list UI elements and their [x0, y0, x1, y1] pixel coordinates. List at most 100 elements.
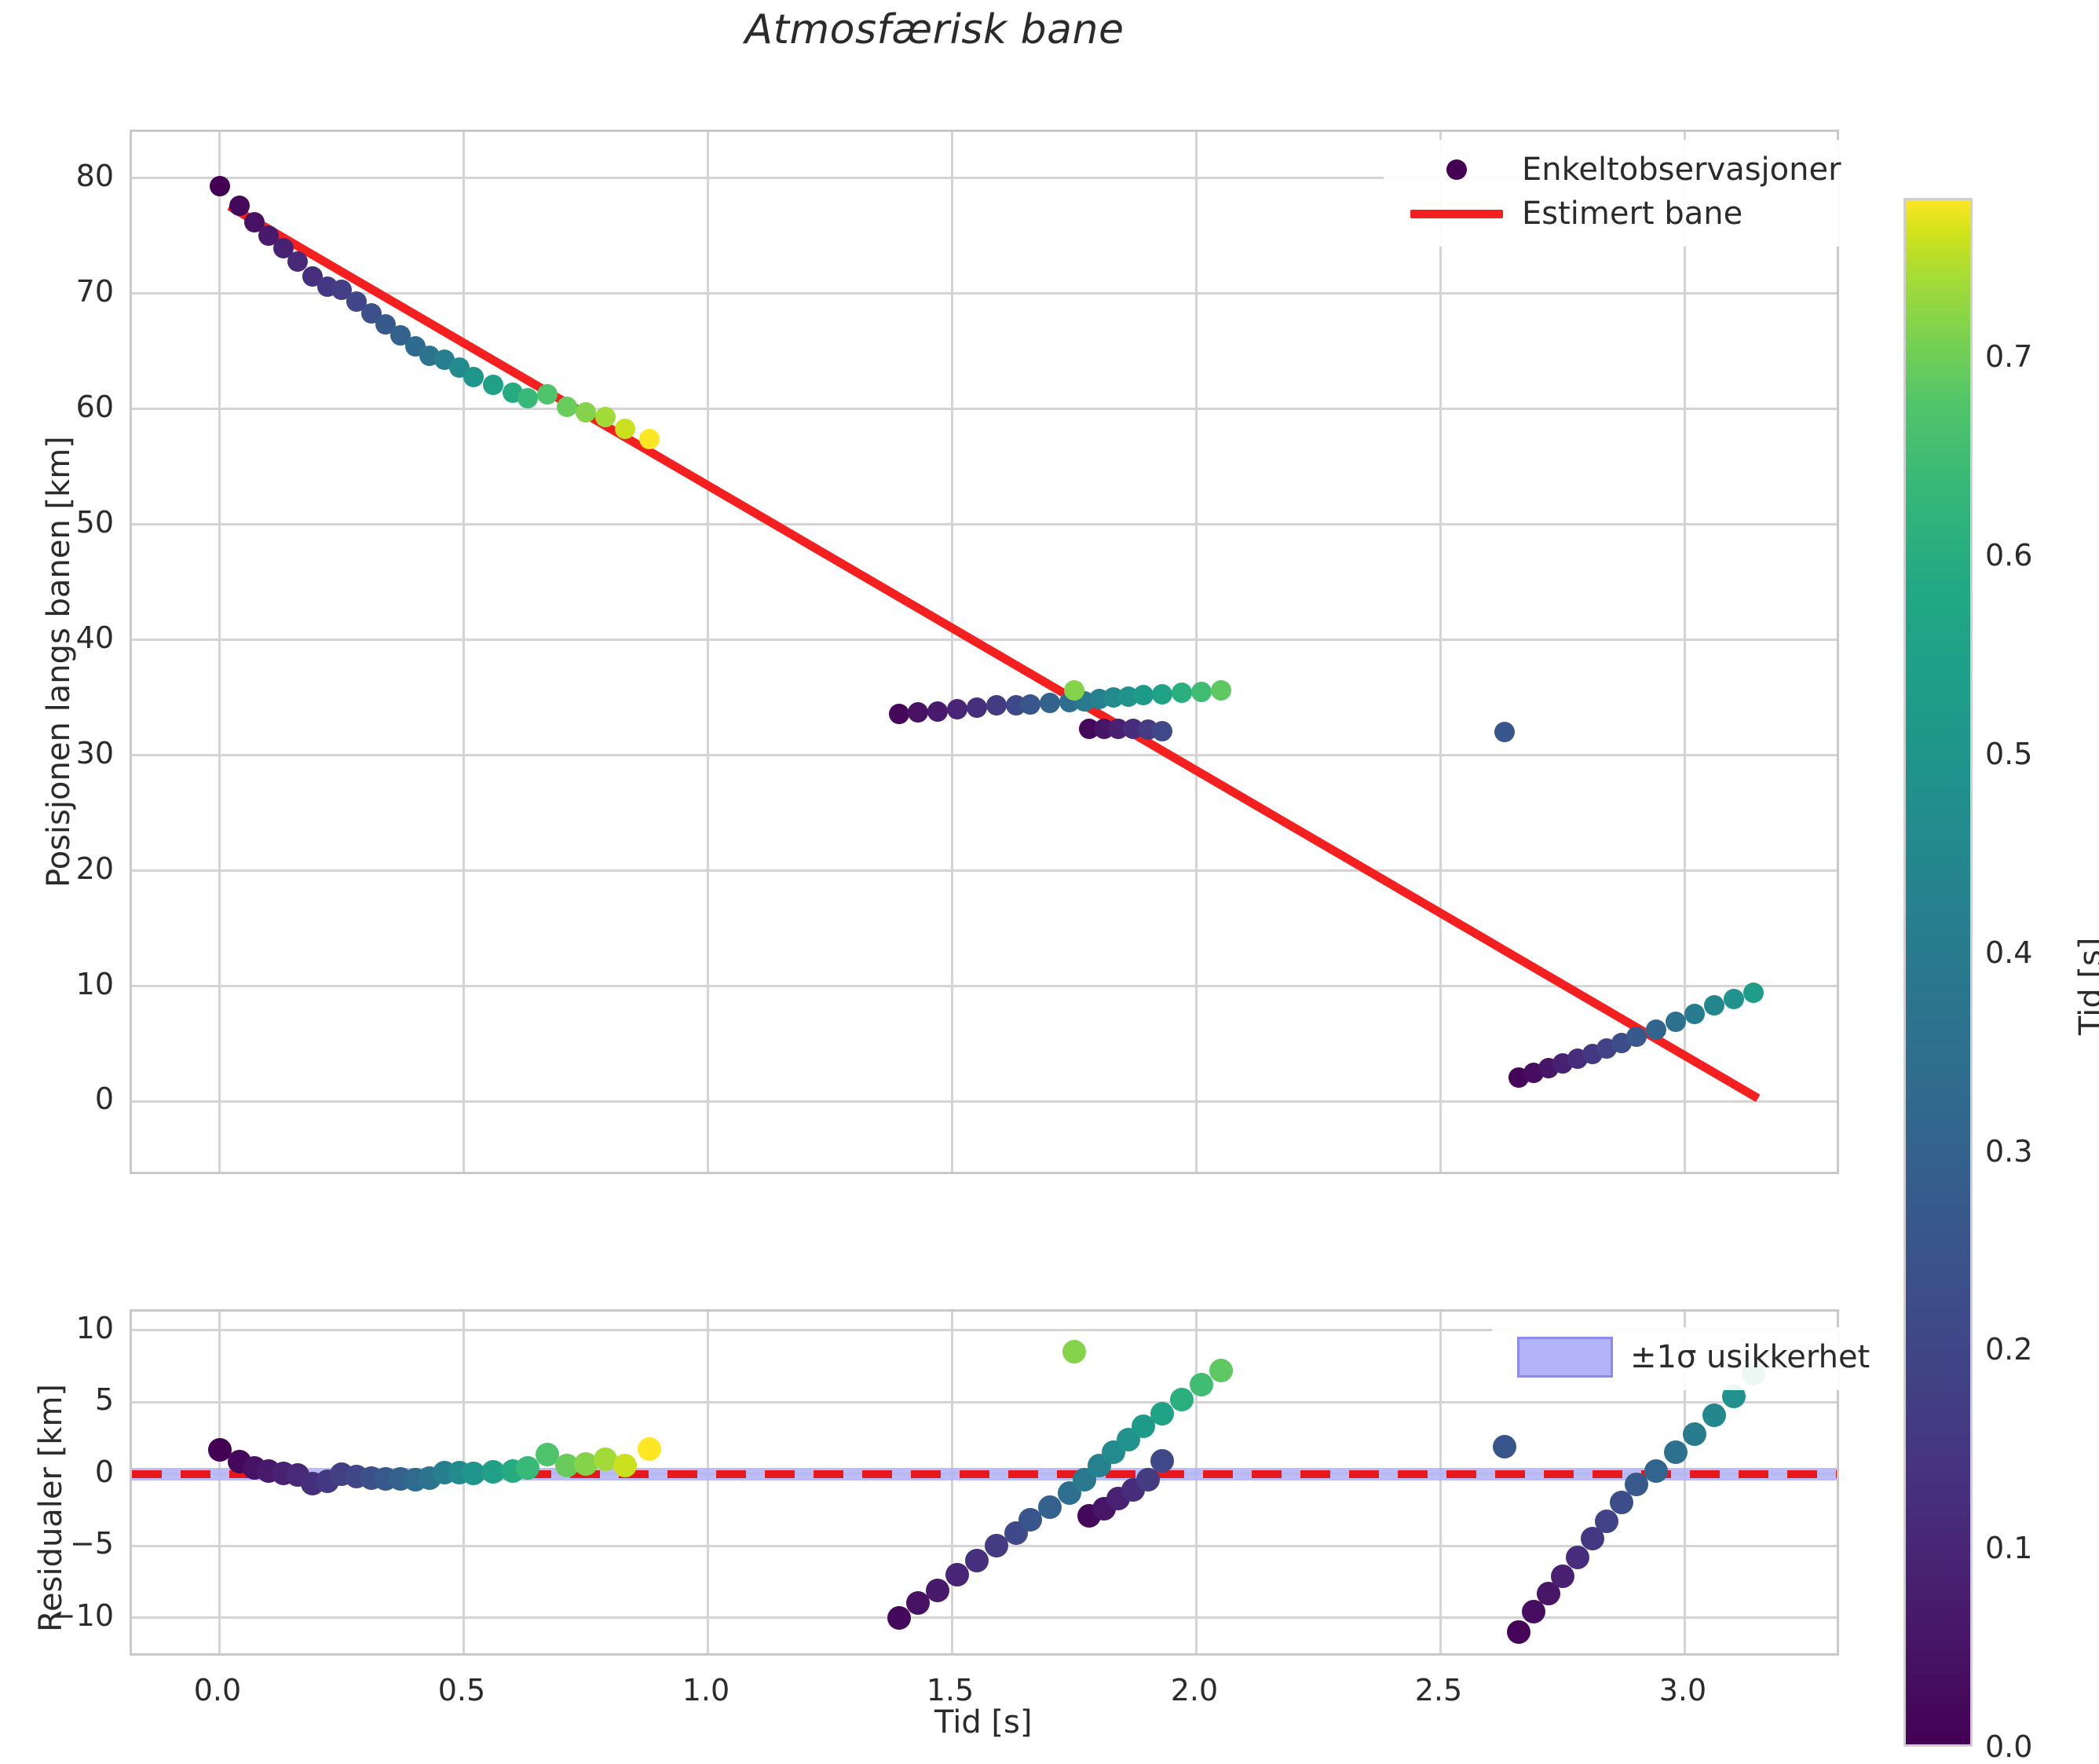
data-point: [947, 698, 968, 719]
gridline-horizontal: [132, 1329, 1837, 1332]
data-point: [1566, 1545, 1590, 1569]
colorbar-tick-label: 0.7: [1985, 339, 2033, 375]
gridline-vertical: [707, 132, 710, 1172]
gridline-horizontal: [132, 177, 1837, 180]
legend-label-fit: Estimert bane: [1522, 196, 1743, 232]
data-point: [1645, 1019, 1666, 1041]
data-point: [1152, 720, 1173, 741]
gridline-horizontal: [132, 639, 1837, 642]
main-plot-axes: [130, 130, 1839, 1174]
gridline-vertical: [1684, 132, 1687, 1172]
data-point: [984, 1534, 1008, 1558]
data-point: [595, 406, 616, 427]
colorbar-tick-label: 0.0: [1985, 1729, 2033, 1764]
data-point: [1170, 1387, 1194, 1411]
y-tick-label: 30: [75, 735, 114, 770]
data-point: [1702, 1403, 1727, 1427]
x-tick-label: 2.5: [1414, 1673, 1463, 1707]
colorbar-tick-label: 0.5: [1985, 736, 2033, 771]
x-tick-label: 1.0: [682, 1673, 730, 1707]
observation-dot-icon: [1398, 159, 1516, 180]
data-point: [1018, 1508, 1043, 1532]
data-point: [463, 366, 485, 387]
page-title: Atmosfærisk bane: [744, 6, 1124, 53]
data-point: [517, 388, 538, 409]
data-point: [1625, 1027, 1647, 1048]
y-tick-label: 20: [75, 851, 114, 886]
x-tick-label: 2.0: [1170, 1673, 1219, 1707]
gridline-vertical: [1439, 1312, 1443, 1653]
colorbar-tick-label: 0.4: [1985, 935, 2033, 970]
sigma-band-icon: [1506, 1337, 1624, 1378]
data-point: [1665, 1012, 1686, 1033]
data-point: [926, 1578, 950, 1602]
gridline-horizontal: [132, 754, 1837, 757]
estimated-trajectory-line: [227, 202, 1761, 1102]
data-point: [1135, 1468, 1160, 1492]
colorbar-label: Tid [s]: [2073, 937, 2099, 1035]
gridline-horizontal: [132, 292, 1837, 295]
legend-item-observations[interactable]: Enkeltobservasjoner: [1398, 148, 1841, 192]
data-point: [1551, 1564, 1575, 1588]
y-tick-label: 50: [75, 504, 114, 540]
data-point: [986, 695, 1007, 716]
fit-line-icon: [1398, 209, 1516, 218]
data-point: [229, 196, 250, 217]
x-tick-label: 0.0: [193, 1673, 242, 1707]
y-tick-label: 70: [75, 273, 114, 309]
gridline-vertical: [1195, 132, 1198, 1172]
y-tick-label: 5: [94, 1382, 114, 1418]
data-point: [209, 176, 230, 197]
data-point: [1132, 685, 1154, 706]
colorbar-tick-label: 0.1: [1985, 1531, 2033, 1566]
gridline-vertical: [218, 1312, 221, 1653]
data-point: [908, 702, 929, 723]
data-point: [967, 697, 988, 719]
data-point: [1211, 680, 1232, 701]
data-point: [1150, 1449, 1175, 1473]
legend-item-sigma[interactable]: ±1σ usikkerhet: [1506, 1335, 1870, 1379]
residual-plot-axes: [130, 1309, 1839, 1656]
y-tick-label: 10: [75, 1310, 114, 1345]
y-tick-label: 80: [75, 158, 114, 193]
gridline-horizontal: [132, 1544, 1837, 1547]
gridline-horizontal: [132, 408, 1837, 411]
colorbar[interactable]: [1903, 198, 1973, 1747]
data-point: [1131, 1414, 1155, 1439]
data-point: [1507, 1620, 1531, 1645]
data-point: [536, 383, 558, 404]
data-point: [945, 1562, 970, 1587]
gridline-horizontal: [132, 523, 1837, 526]
x-tick-label: 1.5: [926, 1673, 975, 1707]
y-tick-label: 0: [94, 1081, 114, 1117]
data-point: [1624, 1472, 1648, 1496]
data-point: [1494, 722, 1515, 743]
legend-item-fit[interactable]: Estimert bane: [1398, 192, 1841, 236]
data-point: [1492, 1435, 1516, 1458]
residual-legend: ±1σ usikkerhet: [1492, 1327, 1888, 1390]
gridline-vertical: [1195, 1312, 1198, 1653]
data-point: [1683, 1422, 1707, 1446]
data-point: [1150, 1401, 1175, 1425]
data-point: [888, 703, 909, 724]
x-tick-label: 0.5: [437, 1673, 486, 1707]
colorbar-tick-label: 0.6: [1985, 538, 2033, 573]
data-point: [965, 1548, 989, 1572]
legend-label-sigma: ±1σ usikkerhet: [1630, 1339, 1870, 1375]
y-tick-label: −10: [50, 1597, 114, 1633]
data-point: [1190, 1373, 1214, 1397]
data-point: [576, 402, 597, 423]
legend-label-observations: Enkeltobservasjoner: [1522, 152, 1841, 188]
data-point: [1704, 995, 1725, 1016]
data-point: [927, 701, 949, 722]
data-point: [1522, 1600, 1546, 1624]
gridline-horizontal: [132, 1400, 1837, 1404]
gridline-horizontal: [132, 1616, 1837, 1619]
data-point: [1038, 1495, 1062, 1519]
data-point: [1743, 983, 1764, 1004]
colorbar-tick-label: 0.3: [1985, 1133, 2033, 1169]
data-point: [906, 1591, 931, 1616]
data-point: [1684, 1003, 1706, 1024]
data-point: [1172, 683, 1193, 704]
